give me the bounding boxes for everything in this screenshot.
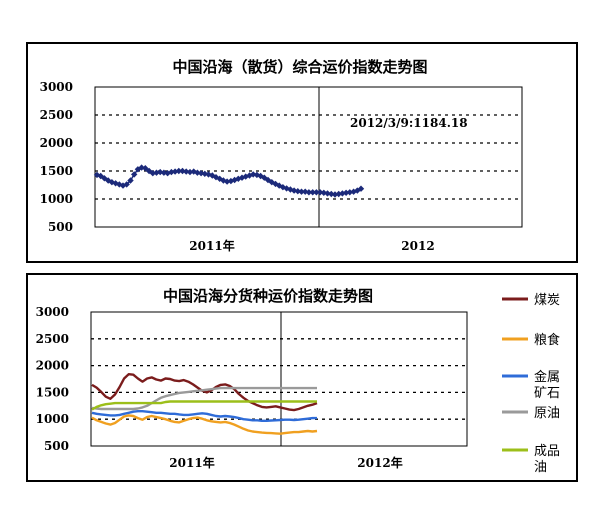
chart-1-data-point: [142, 165, 149, 172]
chart-2-title: 中国沿海分货种运价指数走势图: [163, 287, 373, 305]
chart-1-data-point: [123, 181, 130, 188]
chart-1-x-tick-2012: 2012: [401, 239, 434, 253]
chart-1-data-point: [342, 189, 350, 196]
chart-2-series-line-0: [91, 373, 318, 412]
legend-label-metal-ore: 金属矿石: [534, 369, 560, 401]
chart-1-data-point: [298, 188, 305, 195]
chart-2-y-tick-label: 2500: [36, 332, 69, 346]
chart-1-data-point: [220, 177, 227, 184]
chart-1-data-point: [287, 186, 294, 193]
chart-1-y-tick-label: 2000: [40, 136, 73, 150]
chart-2-y-tick-label: 3000: [36, 305, 69, 319]
chart-1-data-point: [264, 176, 272, 184]
chart-1-data-point: [316, 189, 324, 196]
chart-1-y-tick-label: 500: [48, 220, 73, 234]
chart-1-plot-area: [94, 86, 523, 228]
chart-1-y-tick-label: 2500: [40, 108, 73, 122]
chart-1-data-point: [250, 171, 257, 178]
chart-2-y-tick-label: 2000: [36, 359, 69, 373]
chart-1-data-point: [305, 189, 313, 196]
chart-1-data-point: [131, 171, 138, 178]
chart-1-data-point: [105, 177, 112, 184]
chart-2-plot-area: [90, 311, 468, 447]
chart-1-data-point: [328, 190, 335, 198]
chart-1-data-point: [175, 167, 182, 175]
chart-1-data-point: [357, 185, 365, 192]
chart-1-data-point: [246, 172, 253, 179]
chart-1-data-point: [313, 189, 320, 196]
legend-label-refined-oil: 成品油: [534, 444, 560, 475]
chart-2-y-tick-label: 1500: [36, 385, 69, 399]
chart-1-data-point: [309, 189, 316, 196]
chart-2-series-line-4: [91, 400, 317, 411]
chart-2-series-line-3: [91, 386, 317, 411]
chart-1-x-tick-2011: 2011年: [189, 238, 234, 253]
chart-2-x-tick-2012: 2012年: [357, 455, 402, 470]
chart-1-data-point: [183, 168, 190, 175]
chart-2-y-tick-label: 1000: [36, 412, 69, 426]
chart-1-annotation: 2012/3/9:1184.18: [350, 116, 468, 130]
chart-2-series-line-1: [91, 414, 318, 435]
legend-label-grain: 粮食: [534, 332, 560, 348]
chart-2-series-line-2: [91, 410, 317, 422]
composite-index-chart-panel: [26, 42, 578, 263]
chart-1-data-point: [223, 178, 231, 185]
chart-1-data-point: [186, 168, 194, 176]
chart-1-y-tick-label: 1500: [40, 164, 73, 178]
chart-1-y-tick-label: 1000: [40, 192, 73, 206]
legend-label-crude-oil: 原油: [534, 406, 560, 421]
cargo-type-index-chart-panel: [26, 273, 578, 482]
chart-1-title: 中国沿海（散货）综合运价指数走势图: [172, 58, 427, 76]
chart-1-data-point: [331, 191, 339, 198]
chart-1-y-tick-label: 3000: [40, 80, 73, 94]
chart-2-y-tick-label: 500: [44, 439, 69, 453]
chart-1-data-point: [179, 167, 186, 175]
chart-1-data-point: [127, 177, 134, 184]
chart-1-data-point: [205, 171, 212, 178]
legend-label-coal: 煤炭: [534, 293, 560, 308]
chart-2-x-tick-2011: 2011年: [169, 455, 214, 470]
chart-1-data-point: [97, 172, 104, 180]
chart-2-legend: 煤炭 粮食 金属矿石 原油 成品油: [502, 293, 560, 475]
